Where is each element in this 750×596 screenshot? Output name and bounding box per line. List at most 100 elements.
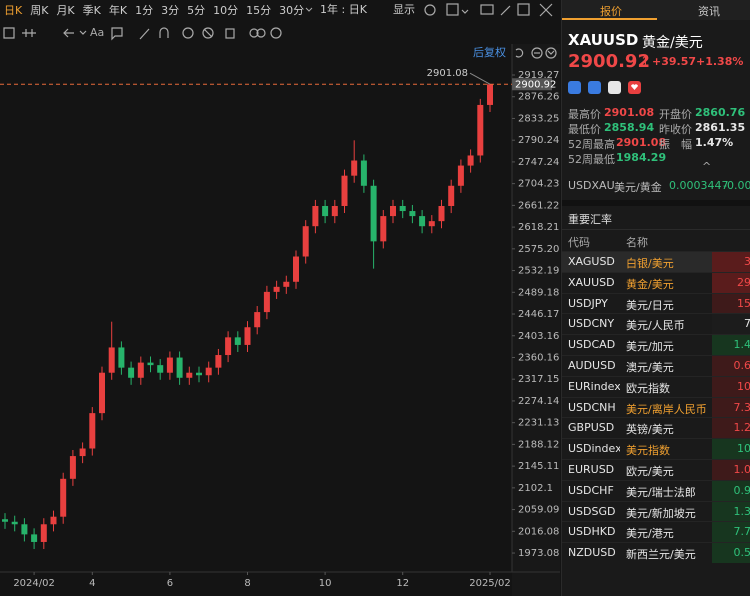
inverse-name: 美元/黄金 <box>614 181 662 194</box>
candle-body <box>293 256 299 282</box>
period-button[interactable]: 30分 <box>279 4 305 17</box>
rate-value: 0.9 <box>712 480 750 501</box>
stat-value: 2901.08 <box>604 106 655 119</box>
rate-code: USDCHF <box>568 483 614 497</box>
display-button[interactable]: 显示 <box>393 3 415 16</box>
candle-body <box>467 155 474 166</box>
rate-row[interactable]: GBPUSD 英镑/美元 1.2 <box>562 417 750 439</box>
rate-code: XAGUSD <box>568 255 615 268</box>
action-icons <box>568 81 641 94</box>
range-button[interactable]: 1年 : 日K <box>320 2 368 16</box>
rate-row[interactable]: USDCAD 美元/加元 1.4 <box>562 334 750 356</box>
y-tick-label: 2446.17 <box>518 309 559 320</box>
inverse-change: -0.000 <box>723 179 750 192</box>
rate-row[interactable]: AUDUSD 澳元/美元 0.6 <box>562 355 750 376</box>
icon-text: Aa <box>90 26 104 39</box>
high-leader <box>469 72 491 85</box>
period-button[interactable]: 季K <box>82 4 101 17</box>
period-button[interactable]: 1分 <box>135 4 154 17</box>
section-title: 重要汇率 <box>568 213 612 226</box>
rate-row[interactable]: USDJPY 美元/日元 15 <box>562 292 750 314</box>
rate-code: USDCNY <box>568 317 615 331</box>
candle-body <box>11 521 18 525</box>
candle-body <box>322 205 329 217</box>
tab[interactable]: 报价 <box>600 5 622 18</box>
y-tick-label: 2231.13 <box>518 418 559 429</box>
y-tick-label: 2145.11 <box>518 461 559 472</box>
candle-body <box>196 372 202 376</box>
inverse-price: 0.0003447 <box>669 179 729 192</box>
rate-row[interactable]: USDCHF 美元/瑞士法郎 0.9 <box>562 479 750 501</box>
rate-row[interactable]: USDindex 美元指数 10 <box>562 438 750 460</box>
rate-row[interactable]: NZDUSD 新西兰元/美元 0.5 <box>562 542 750 564</box>
candle-body <box>147 362 154 366</box>
stat-label: 昨收价 <box>659 123 692 136</box>
rate-name: 美元指数 <box>626 444 670 458</box>
rate-name: 美元/加元 <box>626 340 674 354</box>
y-tick-label: 2188.12 <box>518 439 559 450</box>
candle-body <box>205 367 212 376</box>
rate-name: 美元/瑞士法郎 <box>626 485 696 499</box>
y-tick-label: 2360.16 <box>518 352 559 363</box>
candle-body <box>254 312 261 328</box>
rate-row[interactable]: USDCNY 美元/人民币 7 <box>562 313 750 335</box>
y-tick-label: 2489.18 <box>518 287 559 298</box>
candle-body <box>244 327 251 345</box>
stat-value: 2860.76 <box>695 106 746 119</box>
y-tick-label: 2059.09 <box>518 505 559 516</box>
stat-value: 2858.94 <box>604 121 655 134</box>
rate-row[interactable]: EURUSD 欧元/美元 1.0 <box>562 459 750 480</box>
y-tick-label: 2747.24 <box>518 157 559 168</box>
stat-label: 52周最高 <box>568 138 615 151</box>
rate-value: 1.4 <box>712 335 750 356</box>
rate-code: USDSGD <box>568 504 616 518</box>
y-tick-label: 2876.26 <box>518 92 559 103</box>
adjust-label: 后复权 <box>473 45 506 59</box>
y-tick-label: 2919.27 <box>518 70 559 81</box>
rate-row[interactable]: XAGUSD 白银/美元 3 <box>562 251 750 272</box>
tab-underline <box>562 18 657 20</box>
tab[interactable]: 资讯 <box>698 5 720 18</box>
rate-value: 1.0 <box>712 460 750 480</box>
rate-row[interactable]: EURindex 欧元指数 10 <box>562 375 750 397</box>
candle-body <box>79 448 86 457</box>
rate-value: 1.3 <box>712 501 750 522</box>
rate-code: AUDUSD <box>568 359 616 372</box>
candle-body <box>263 291 270 313</box>
rate-name: 欧元/美元 <box>626 465 674 478</box>
rate-name: 美元/人民币 <box>626 319 685 333</box>
rate-name: 美元/港元 <box>626 527 674 541</box>
period-button[interactable]: 周K <box>30 4 49 17</box>
x-tick-label: 6 <box>167 578 173 589</box>
y-tick-label: 2403.16 <box>518 331 559 342</box>
dropdown-icon <box>305 7 313 12</box>
period-button[interactable]: 月K <box>56 4 75 17</box>
period-button[interactable]: 10分 <box>213 4 239 17</box>
rate-value: 7 <box>712 314 750 335</box>
period-button[interactable]: 日K <box>4 4 23 17</box>
rate-value: 7.7 <box>712 522 750 543</box>
period-button[interactable]: 3分 <box>161 4 180 17</box>
period-button[interactable]: 15分 <box>246 4 272 17</box>
rate-name: 新西兰元/美元 <box>626 548 696 562</box>
rate-row[interactable]: XAUUSD 黄金/美元 29 <box>562 271 750 293</box>
rate-code: NZDUSD <box>568 546 616 560</box>
rate-row[interactable]: USDCNH 美元/离岸人民币 7.3 <box>562 396 750 418</box>
collapse-icon[interactable]: ^ <box>702 160 712 173</box>
rate-code: EURindex <box>568 379 620 393</box>
candle-body <box>331 205 338 217</box>
inverse-code: USDXAU <box>568 179 615 192</box>
rate-code: XAUUSD <box>568 275 615 289</box>
rate-name: 美元/离岸人民币 <box>626 402 707 416</box>
rate-row[interactable]: USDHKD 美元/港元 7.7 <box>562 521 750 543</box>
rate-value: 7.3 <box>712 397 750 418</box>
rate-row[interactable]: USDSGD 美元/新加坡元 1.3 <box>562 500 750 522</box>
y-tick-label: 2532.19 <box>518 266 559 277</box>
rate-name: 英镑/美元 <box>626 423 674 437</box>
y-tick-label: 2575.20 <box>518 244 559 255</box>
period-button[interactable]: 年K <box>108 4 128 17</box>
period-button[interactable]: 5分 <box>187 4 206 17</box>
stat-value: 1.47% <box>695 136 734 149</box>
candle-body <box>457 165 464 186</box>
candle-body <box>186 372 193 378</box>
